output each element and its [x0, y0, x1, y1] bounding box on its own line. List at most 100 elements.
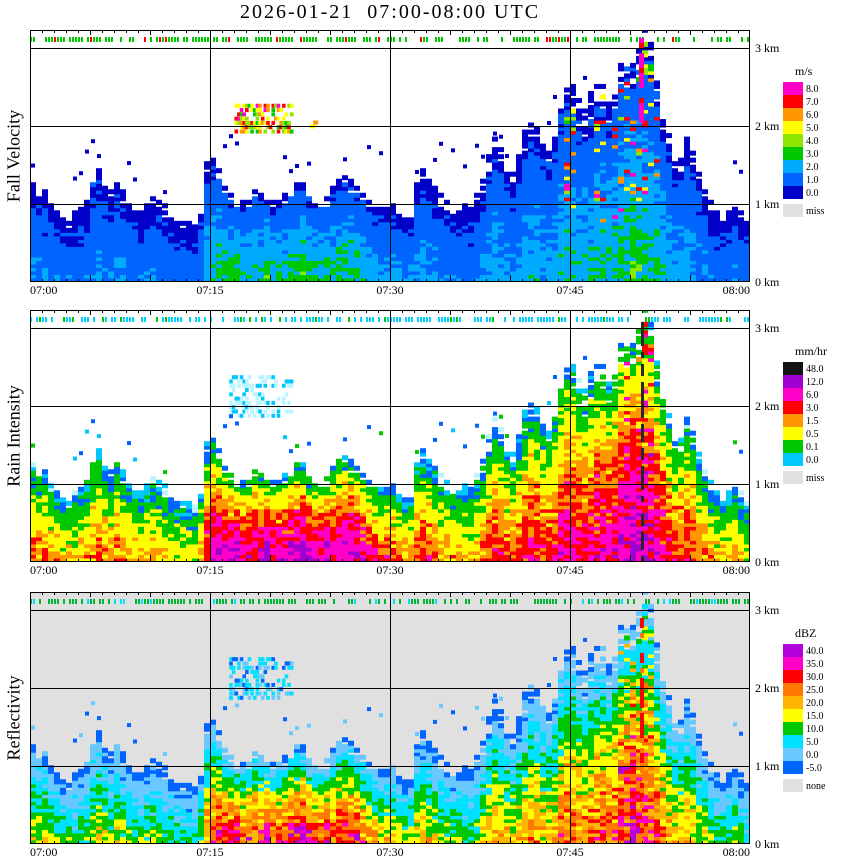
legend-value-label: 20.0 [806, 698, 824, 709]
legend-entry: 0.1 [783, 440, 849, 453]
y-axis-tick-label: 2 km [755, 681, 780, 695]
y-axis-tick-label: 3 km [755, 321, 780, 335]
x-axis-tick-label: 07:15 [196, 283, 224, 297]
legend-value-label: 0.0 [806, 750, 819, 761]
legend-entry: miss [783, 204, 849, 217]
legend-entry: 0.0 [783, 748, 849, 761]
x-axis-tick-label: 07:45 [556, 845, 584, 859]
legend-swatch [783, 95, 803, 108]
x-axis-tick-label: 07:15 [196, 563, 224, 577]
legend-swatch [783, 709, 803, 722]
fall-velocity-axis-title-wrap: Fall Velocity [0, 30, 28, 282]
legend-value-label: 6.0 [806, 110, 819, 121]
x-axis-tick-label: 07:30 [376, 845, 404, 859]
legend-entry: 0.5 [783, 427, 849, 440]
legend-value-label: none [806, 781, 826, 792]
legend-unit: mm/hr [795, 344, 827, 358]
legend-swatch [783, 82, 803, 95]
legend-entry: 6.0 [783, 388, 849, 401]
legend-value-label: -5.0 [806, 763, 822, 774]
y-axis-tick-label: 1 km [755, 477, 780, 491]
legend-value-label: 10.0 [806, 724, 824, 735]
legend-entry: 48.0 [783, 362, 849, 375]
legend-swatch [783, 696, 803, 709]
legend-swatch [783, 683, 803, 696]
time-axis-labels: 07:00 07:15 07:30 07:45 08:00 [30, 563, 750, 579]
rain-intensity-axis-title-wrap: Rain Intensity [0, 310, 28, 562]
legend-swatch [783, 735, 803, 748]
legend-value-label: 12.0 [806, 377, 824, 388]
legend-swatch [783, 779, 803, 792]
y-axis-tick-label: 0 km [755, 837, 780, 851]
reflectivity-heatmap [30, 592, 750, 844]
legend-value-label: 0.5 [806, 429, 819, 440]
figure-title: 2026-01-21 07:00-08:00 UTC [239, 1, 541, 23]
legend-value-label: 0.0 [806, 455, 819, 466]
legend-swatch [783, 173, 803, 186]
x-axis-tick-label: 07:00 [30, 283, 58, 297]
y-axis-tick-label: 0 km [755, 275, 780, 289]
legend-swatch [783, 388, 803, 401]
legend-swatch [783, 204, 803, 217]
x-axis-tick-label: 07:00 [30, 845, 58, 859]
y-axis-tick-label: 1 km [755, 197, 780, 211]
legend-swatch [783, 761, 803, 774]
legend-value-label: 4.0 [806, 136, 819, 147]
legend-value-label: 1.0 [806, 175, 819, 186]
legend-unit: m/s [795, 64, 813, 78]
legend-entry: 15.0 [783, 709, 849, 722]
reflectivity-axis-title: Reflectivity [3, 675, 24, 761]
legend-value-label: 15.0 [806, 711, 824, 722]
legend-value-label: 30.0 [806, 672, 824, 683]
legend-value-label: 40.0 [806, 646, 824, 657]
legend-entry: 30.0 [783, 670, 849, 683]
x-axis-tick-label: 07:30 [376, 283, 404, 297]
legend-swatch [783, 453, 803, 466]
rain-intensity-panel: Rain Intensity 07:00 07:15 07:30 07:45 08:00… [0, 310, 850, 590]
x-axis-tick-label: 07:45 [556, 283, 584, 297]
time-axis-labels: 07:00 07:15 07:30 07:45 08:00 [30, 845, 750, 861]
legend-swatch [783, 657, 803, 670]
legend-entry: 5.0 [783, 121, 849, 134]
legend-value-label: 5.0 [806, 123, 819, 134]
legend-swatch [783, 427, 803, 440]
legend-value-label: 0.0 [806, 188, 819, 199]
x-axis-tick-label: 07:15 [196, 845, 224, 859]
x-axis-tick-label: 07:00 [30, 563, 58, 577]
y-axis-tick-label: 3 km [755, 603, 780, 617]
legend-value-label: 7.0 [806, 97, 819, 108]
x-axis-tick-label: 08:00 [722, 283, 750, 297]
legend-value-label: 35.0 [806, 659, 824, 670]
legend-swatch [783, 440, 803, 453]
legend-swatch [783, 414, 803, 427]
rain-intensity-heatmap [30, 310, 750, 562]
legend-entry: 7.0 [783, 95, 849, 108]
time-axis-labels: 07:00 07:15 07:30 07:45 08:00 [30, 283, 750, 299]
legend-entry: 25.0 [783, 683, 849, 696]
legend-entry: miss [783, 471, 849, 484]
rain-intensity-legend: mm/hr 48.0 12.0 6.0 3.0 1.5 0.5 0.1 0.0 miss [783, 344, 849, 484]
legend-swatch [783, 748, 803, 761]
legend-entry: 0.0 [783, 453, 849, 466]
fall-velocity-legend: m/s 8.0 7.0 6.0 5.0 4.0 3.0 2.0 1.0 0.0 miss [783, 64, 849, 217]
height-axis-labels: 0 km 1 km 2 km 3 km [755, 310, 807, 569]
y-axis-tick-label: 1 km [755, 759, 780, 773]
legend-value-label: 3.0 [806, 149, 819, 160]
legend-entry: 8.0 [783, 82, 849, 95]
y-axis-tick-label: 2 km [755, 399, 780, 413]
legend-entry: 20.0 [783, 696, 849, 709]
legend-unit: dBZ [795, 626, 817, 640]
x-axis-tick-label: 08:00 [722, 845, 750, 859]
x-axis-tick-label: 07:30 [376, 563, 404, 577]
fall-velocity-heatmap [30, 30, 750, 282]
legend-entry: 5.0 [783, 735, 849, 748]
legend-entry: 3.0 [783, 401, 849, 414]
legend-swatch [783, 186, 803, 199]
reflectivity-axis-title-wrap: Reflectivity [0, 592, 28, 844]
fall-velocity-axis-title: Fall Velocity [3, 109, 24, 203]
fall-velocity-panel: Fall Velocity 07:00 07:15 07:30 07:45 08:00 … [0, 30, 850, 310]
y-axis-tick-label: 0 km [755, 555, 780, 569]
legend-value-label: 6.0 [806, 390, 819, 401]
legend-entry: 35.0 [783, 657, 849, 670]
